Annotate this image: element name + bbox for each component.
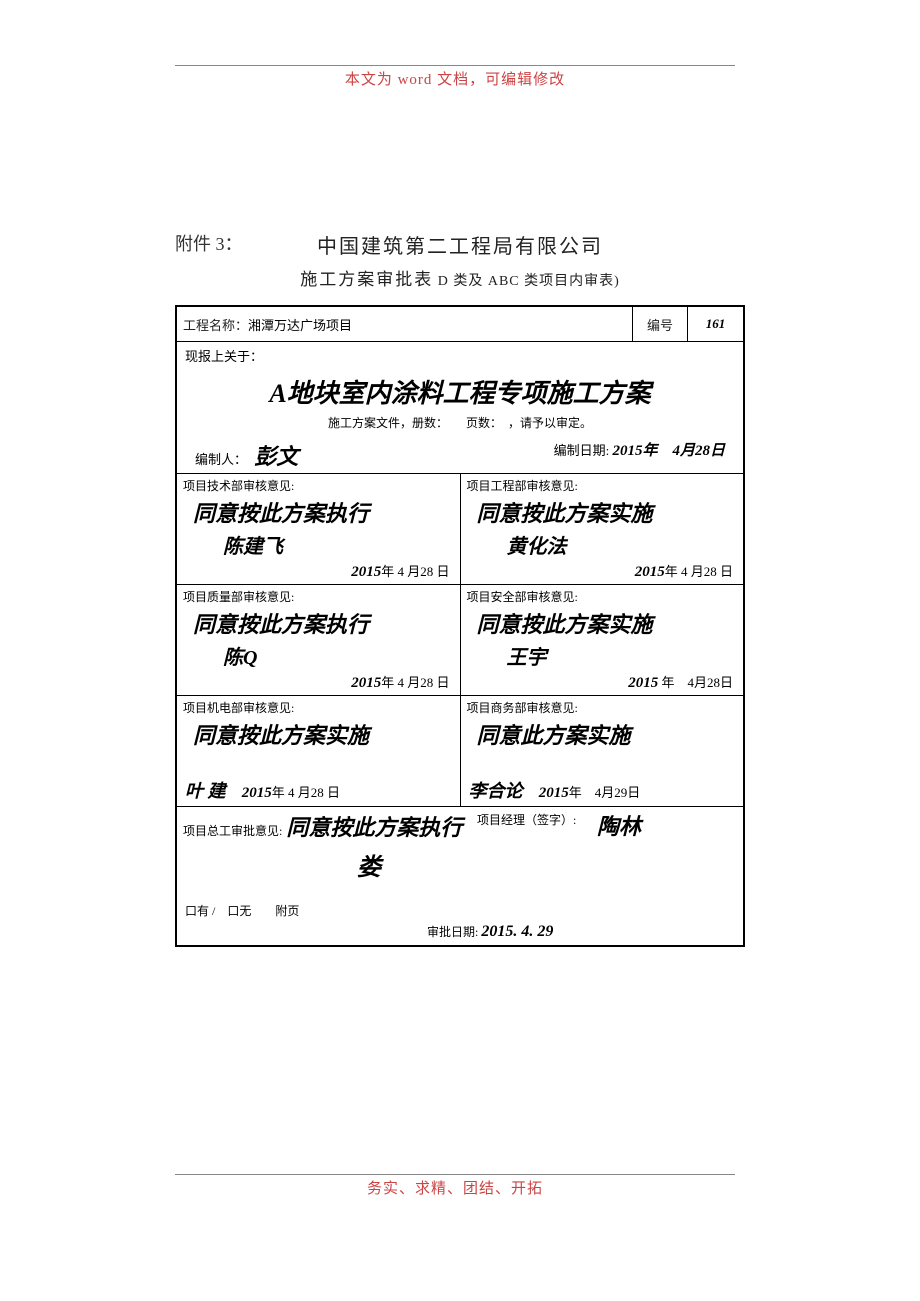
op-row-3: 项目机电部审核意见: 同意按此方案实施 叶 建 2015年 4 月28 日 项目… [177, 696, 743, 807]
approve-date: 审批日期: 2015. 4. 29 [427, 923, 553, 941]
op-eng-sig: 黄化法 [467, 530, 738, 559]
title-line1: 中国建筑第二工程局有限公司 [0, 230, 920, 259]
op-quality-hw: 同意按此方案执行 [183, 605, 454, 641]
submission-midline: 施工方案文件，册数： 页数： ，请予以审定。 [185, 414, 735, 439]
final-hw: 同意按此方案执行 [286, 810, 462, 842]
op-tech-hw: 同意按此方案执行 [183, 494, 454, 530]
title-line2: 施工方案审批表 D 类及 ABC 类项目内审表) [0, 265, 920, 290]
op-me-label: 项目机电部审核意见: [183, 699, 454, 716]
op-eng: 项目工程部审核意见: 同意按此方案实施 黄化法 2015年 4 月28 日 [461, 474, 744, 584]
op-safety-sig: 王宇 [467, 641, 738, 670]
submission-title-hw: A地块室内涂料工程专项施工方案 [185, 365, 735, 414]
header-note: 本文为 word 文档，可编辑修改 [175, 66, 735, 89]
footer-container: 务实、求精、团结、开拓 [175, 1174, 735, 1198]
op-eng-hw: 同意按此方案实施 [467, 494, 738, 530]
op-me-date: 叶 建 2015年 4 月28 日 [185, 777, 340, 803]
submission-bottom: 编制人： 彭文 编制日期: 2015年 4月28日 [185, 439, 735, 471]
number-value: 161 [688, 307, 743, 341]
compile-date-block: 编制日期: 2015年 4月28日 [554, 439, 725, 471]
number-label: 编号 [633, 307, 688, 341]
pm-sig: 陶林 [597, 809, 641, 841]
op-safety-label: 项目安全部审核意见: [467, 588, 738, 605]
op-tech: 项目技术部审核意见: 同意按此方案执行 陈建飞 2015年 4 月28 日 [177, 474, 461, 584]
final-row: 项目总工审批意见: 同意按此方案执行 项目经理（签字）: 陶林 娄 口有 / 口… [177, 807, 743, 945]
final-midsig: 娄 [357, 847, 381, 882]
approval-form: 工程名称： 湘潭万达广场项目 编号 161 现报上关于： A地块室内涂料工程专项… [175, 305, 745, 947]
op-commerce: 项目商务部审核意见: 同意此方案实施 李合论 2015年 4月29日 [461, 696, 744, 806]
op-safety: 项目安全部审核意见: 同意按此方案实施 王宇 2015 年 4月28日 [461, 585, 744, 695]
project-name: 湘潭万达广场项目 [248, 315, 352, 334]
pm-label: 项目经理（签字）: [477, 811, 576, 828]
op-commerce-hw: 同意此方案实施 [467, 716, 738, 752]
approve-label: 审批日期: [427, 925, 478, 939]
op-commerce-date: 李合论 2015年 4月29日 [469, 777, 641, 803]
footer-note: 务实、求精、团结、开拓 [175, 1175, 735, 1198]
project-label: 工程名称： [183, 315, 248, 334]
compile-date-hw: 2015年 4月28日 [612, 443, 725, 459]
op-quality-label: 项目质量部审核意见: [183, 588, 454, 605]
op-tech-label: 项目技术部审核意见: [183, 477, 454, 494]
header-container: 本文为 word 文档，可编辑修改 [175, 65, 735, 89]
op-eng-date: 2015年 4 月28 日 [635, 561, 733, 581]
compile-date-label: 编制日期: [554, 443, 610, 458]
submission-label: 现报上关于： [185, 346, 735, 365]
compiler-label: 编制人： [195, 452, 247, 467]
op-row-1: 项目技术部审核意见: 同意按此方案执行 陈建飞 2015年 4 月28 日 项目… [177, 474, 743, 585]
op-tech-sig: 陈建飞 [183, 530, 454, 559]
op-quality: 项目质量部审核意见: 同意按此方案执行 陈Q 2015年 4 月28 日 [177, 585, 461, 695]
row-project: 工程名称： 湘潭万达广场项目 编号 161 [177, 307, 743, 342]
op-eng-label: 项目工程部审核意见: [467, 477, 738, 494]
op-quality-sig: 陈Q [183, 641, 454, 670]
op-me: 项目机电部审核意见: 同意按此方案实施 叶 建 2015年 4 月28 日 [177, 696, 461, 806]
compiler-sig: 彭文 [254, 444, 298, 469]
row-submission: 现报上关于： A地块室内涂料工程专项施工方案 施工方案文件，册数： 页数： ，请… [177, 342, 743, 474]
final-label: 项目总工审批意见: [183, 824, 282, 838]
op-row-2: 项目质量部审核意见: 同意按此方案执行 陈Q 2015年 4 月28 日 项目安… [177, 585, 743, 696]
op-quality-date: 2015年 4 月28 日 [351, 672, 449, 692]
op-me-hw: 同意按此方案实施 [183, 716, 454, 752]
project-name-cell: 工程名称： 湘潭万达广场项目 [177, 307, 633, 341]
op-safety-date: 2015 年 4月28日 [628, 672, 733, 692]
op-commerce-label: 项目商务部审核意见: [467, 699, 738, 716]
op-tech-date: 2015年 4 月28 日 [351, 561, 449, 581]
op-safety-hw: 同意按此方案实施 [467, 605, 738, 641]
approve-date-val: 2015. 4. 29 [481, 923, 553, 940]
title-line2-main: 施工方案审批表 [300, 270, 433, 289]
title-line2-sub: D 类及 ABC 类项目内审表) [433, 274, 620, 289]
compiler-block: 编制人： 彭文 [195, 439, 298, 471]
attach-line: 口有 / 口无 附页 [185, 902, 299, 919]
